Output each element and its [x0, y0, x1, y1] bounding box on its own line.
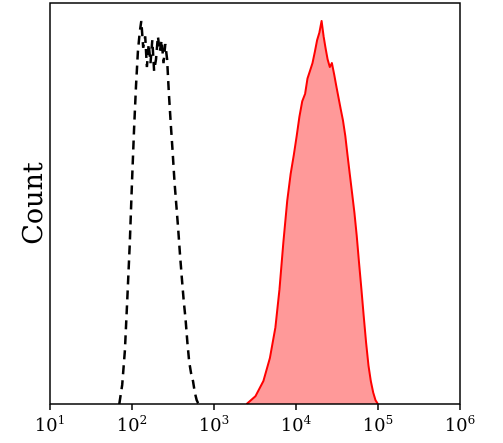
x-tick-label: 104 — [281, 413, 312, 436]
stained-histogram-line — [245, 20, 379, 405]
plot-area — [118, 20, 379, 405]
x-tick-label: 101 — [35, 413, 66, 436]
stained-histogram-fill — [246, 21, 378, 404]
x-tick-label: 105 — [363, 413, 394, 436]
x-tick-label: 103 — [199, 413, 230, 436]
x-tick-label: 106 — [445, 413, 476, 436]
x-axis: 101 102 103 104 105 106 — [35, 404, 476, 436]
y-axis-label: Count — [18, 162, 49, 245]
plot-frame — [49, 2, 461, 405]
control-histogram-line — [118, 20, 200, 405]
x-tick-label: 102 — [117, 413, 148, 436]
